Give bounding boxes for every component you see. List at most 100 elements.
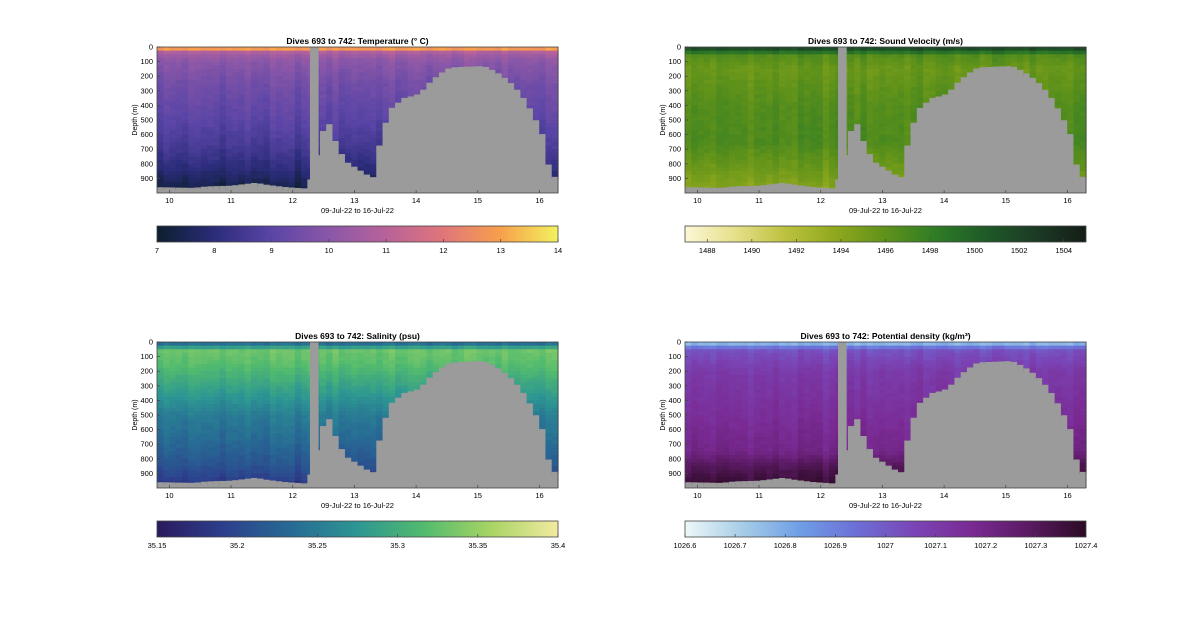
heatmap-cell (532, 98, 540, 103)
heatmap-cell (891, 123, 899, 128)
heatmap-cell (157, 127, 164, 132)
heatmap-cell (269, 400, 277, 405)
no-data-area (294, 187, 302, 193)
heatmap-cell (194, 433, 202, 438)
heatmap-cell (804, 47, 811, 52)
heatmap-cell (703, 50, 711, 55)
heatmap-cell (294, 156, 302, 161)
heatmap-cell (269, 436, 277, 442)
heatmap-cell (363, 371, 371, 376)
heatmap-cell (288, 149, 296, 154)
y-tick-label: 0 (677, 43, 681, 52)
heatmap-cell (219, 112, 227, 117)
heatmap-cell (244, 411, 252, 416)
heatmap-cell (438, 50, 446, 55)
heatmap-cell (879, 138, 887, 143)
heatmap-cell (182, 458, 189, 464)
heatmap-cell (332, 411, 340, 416)
heatmap-cell (238, 138, 246, 143)
heatmap-cell (263, 436, 271, 442)
heatmap-cell (685, 134, 692, 139)
heatmap-cell (238, 455, 246, 460)
heatmap-cell (269, 404, 277, 409)
heatmap-cell (269, 349, 277, 354)
heatmap-cell (979, 57, 987, 63)
heatmap-cell (382, 90, 390, 96)
heatmap-cell (1073, 68, 1081, 74)
heatmap-cell (778, 178, 786, 183)
heatmap-cell (1054, 47, 1062, 52)
heatmap-cell (219, 342, 227, 347)
temperature-panel: Dives 693 to 742: Temperature (° C) Dept… (132, 36, 562, 255)
heatmap-cell (376, 72, 384, 77)
heatmap-cell (747, 90, 755, 96)
heatmap-cell (710, 72, 717, 77)
heatmap-cell (847, 109, 855, 114)
heatmap-cell (854, 87, 862, 92)
heatmap-cell (847, 105, 855, 110)
heatmap-cell (1010, 50, 1018, 55)
heatmap-cell (344, 123, 352, 128)
heatmap-cell (276, 174, 283, 179)
heatmap-cell (157, 50, 164, 55)
heatmap-cell (753, 160, 761, 165)
heatmap-cell (747, 120, 755, 125)
heatmap-cell (288, 396, 296, 401)
heatmap-cell (188, 447, 196, 453)
heatmap-cell (207, 57, 214, 63)
heatmap-cell (710, 112, 717, 117)
no-data-area (388, 107, 396, 193)
heatmap-cell (282, 182, 290, 187)
heatmap-cell (344, 415, 352, 420)
heatmap-cell (829, 171, 836, 176)
heatmap-cell (891, 65, 899, 70)
heatmap-cell (785, 123, 793, 128)
heatmap-cell (263, 389, 271, 394)
heatmap-cell (238, 444, 246, 449)
heatmap-cell (207, 167, 214, 172)
heatmap-cell (879, 120, 887, 125)
heatmap-cell (332, 415, 340, 420)
heatmap-cell (269, 389, 277, 394)
no-data-area (169, 482, 177, 488)
heatmap-cell (376, 101, 384, 106)
heatmap-cell (238, 458, 246, 464)
heatmap-cell (213, 473, 221, 478)
heatmap-cell (804, 79, 811, 85)
heatmap-cell (188, 396, 196, 401)
heatmap-cell (797, 138, 805, 143)
heatmap-cell (250, 83, 258, 88)
heatmap-cell (207, 363, 214, 369)
heatmap-cell (188, 171, 196, 176)
heatmap-cell (319, 356, 327, 361)
heatmap-cell (401, 57, 409, 63)
heatmap-cell (357, 54, 365, 59)
heatmap-cell (741, 145, 749, 150)
heatmap-cell (1073, 94, 1081, 99)
heatmap-cell (244, 130, 252, 136)
heatmap-cell (238, 57, 246, 63)
heatmap-cell (514, 76, 522, 81)
heatmap-cell (238, 447, 246, 453)
heatmap-cell (772, 109, 780, 114)
heatmap-cell (816, 83, 824, 88)
heatmap-cell (816, 178, 824, 183)
heatmap-cell (388, 72, 396, 77)
heatmap-cell (363, 145, 371, 150)
no-data-area (520, 97, 528, 193)
heatmap-cell (797, 123, 805, 128)
heatmap-cell (791, 87, 799, 92)
heatmap-cell (539, 98, 547, 103)
heatmap-cell (697, 47, 705, 52)
heatmap-cell (545, 61, 553, 66)
heatmap-cell (376, 94, 384, 99)
heatmap-cell (728, 127, 736, 132)
heatmap-cell (238, 473, 246, 478)
heatmap-cell (276, 352, 283, 358)
heatmap-cell (238, 466, 246, 471)
heatmap-cell (376, 342, 384, 347)
heatmap-cell (797, 76, 805, 81)
heatmap-cell (785, 149, 793, 154)
heatmap-cell (904, 54, 912, 59)
heatmap-cell (301, 130, 308, 136)
